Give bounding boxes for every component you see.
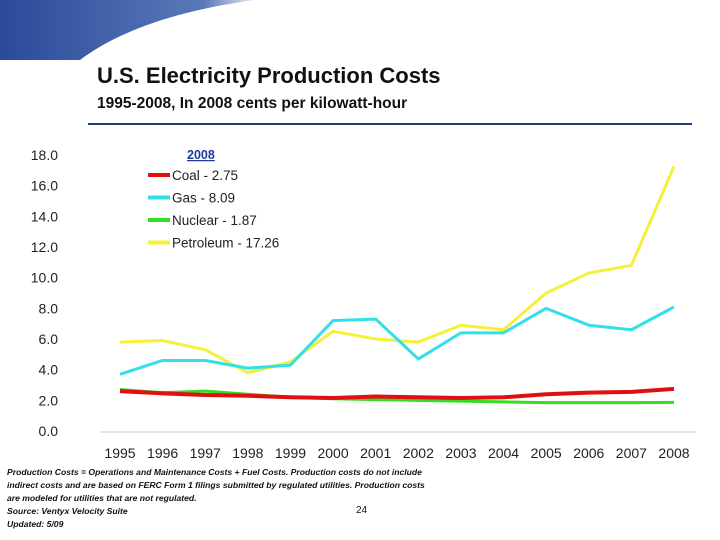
slide-title: U.S. Electricity Production Costs (97, 63, 441, 88)
y-tick-label: 4.0 (39, 362, 59, 378)
slide-corner-decoration (0, 0, 255, 60)
y-tick-label: 2.0 (39, 392, 59, 408)
y-tick-label: 12.0 (31, 239, 58, 255)
footnote-line: Production Costs = Operations and Mainte… (7, 467, 422, 477)
series-line-coal (119, 386, 675, 401)
y-tick-label: 18.0 (31, 147, 58, 163)
x-tick-label: 1997 (190, 445, 221, 461)
footnote: Production Costs = Operations and Mainte… (7, 466, 457, 531)
x-tick-label: 2007 (616, 445, 647, 461)
x-tick-label: 2004 (488, 445, 519, 461)
x-tick-label: 2000 (317, 445, 348, 461)
y-tick-label: 14.0 (31, 208, 58, 224)
legend-title: 2008 (187, 148, 215, 162)
x-tick-label: 2006 (573, 445, 604, 461)
x-tick-label: 2008 (658, 445, 689, 461)
legend-label: Petroleum - 17.26 (172, 236, 279, 251)
series-line-gas (119, 305, 675, 376)
updated-line: Updated: 5/09 (7, 519, 64, 529)
x-tick-label: 1999 (275, 445, 306, 461)
line-chart: 0.0 2.0 4.0 6.0 8.0 10.0 12.0 14.0 16.0 18.0 1995 1… (31, 147, 696, 461)
x-tick-label: 2002 (403, 445, 434, 461)
legend-label: Nuclear - 1.87 (172, 213, 257, 228)
y-tick-label: 6.0 (39, 331, 59, 347)
footnote-line: are modeled for utilities that are not r… (7, 493, 197, 503)
title-divider (88, 123, 692, 125)
legend-label: Gas - 8.09 (172, 191, 235, 206)
footnote-line: indirect costs and are based on FERC For… (7, 480, 425, 490)
slide-subtitle: 1995-2008, In 2008 cents per kilowatt-ho… (97, 95, 408, 112)
y-tick-label: 8.0 (39, 300, 59, 316)
legend-label: Coal - 2.75 (172, 168, 238, 183)
source-line: Source: Ventyx Velocity Suite (7, 506, 128, 516)
y-tick-label: 10.0 (31, 270, 58, 286)
x-tick-label: 2005 (531, 445, 562, 461)
page-number: 24 (356, 505, 368, 516)
x-tick-label: 2003 (445, 445, 476, 461)
x-tick-label: 2001 (360, 445, 391, 461)
y-tick-label: 16.0 (31, 178, 58, 194)
y-tick-label: 0.0 (39, 423, 59, 439)
x-tick-label: 1998 (232, 445, 263, 461)
x-tick-label: 1995 (104, 445, 135, 461)
x-tick-label: 1996 (147, 445, 178, 461)
series-line-nuclear (119, 388, 675, 405)
